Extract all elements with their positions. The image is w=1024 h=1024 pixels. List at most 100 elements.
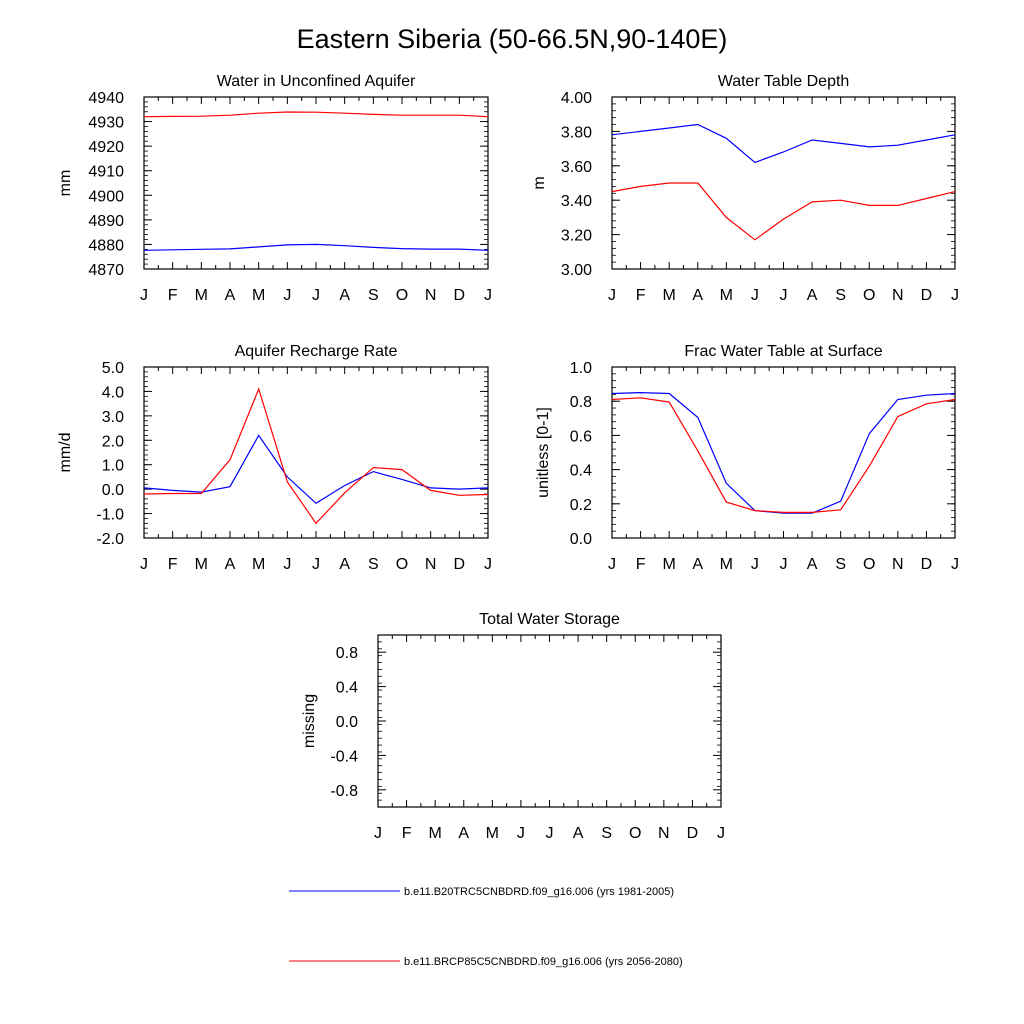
x-tick-label: A <box>807 556 818 573</box>
data-point <box>668 392 671 395</box>
data-point <box>668 126 671 129</box>
x-tick-label: A <box>807 287 818 304</box>
y-tick-label: 0.0 <box>102 482 124 499</box>
x-tick-label: N <box>892 287 904 304</box>
data-point <box>458 247 461 250</box>
y-tick-label: 3.20 <box>561 228 592 245</box>
panel-title: Water in Unconfined Aquifer <box>217 73 416 90</box>
y-tick-label: 4870 <box>88 262 124 279</box>
data-point <box>458 488 461 491</box>
data-point <box>782 511 785 514</box>
panel-title: Aquifer Recharge Rate <box>235 343 398 360</box>
data-point <box>343 112 346 115</box>
x-tick-label: J <box>484 287 492 304</box>
data-point <box>486 486 489 489</box>
data-point <box>668 400 671 403</box>
data-point <box>486 493 489 496</box>
data-point <box>142 115 145 118</box>
y-tick-label: 3.00 <box>561 262 592 279</box>
x-tick-label: S <box>601 825 612 842</box>
data-point <box>400 478 403 481</box>
data-point <box>953 392 956 395</box>
data-point <box>725 482 728 485</box>
data-point <box>868 432 871 435</box>
y-tick-label: 2.0 <box>102 433 124 450</box>
x-tick-label: M <box>720 287 733 304</box>
data-point <box>228 485 231 488</box>
y-tick-label: 0.4 <box>336 680 358 697</box>
data-point <box>925 197 928 200</box>
data-point <box>868 465 871 468</box>
figure-title: Eastern Siberia (50-66.5N,90-140E) <box>297 24 728 54</box>
y-tick-label: -0.4 <box>330 748 358 765</box>
x-tick-label: M <box>429 825 442 842</box>
data-point <box>839 500 842 503</box>
data-point <box>810 200 813 203</box>
data-point <box>200 492 203 495</box>
data-point <box>257 434 260 437</box>
data-point <box>458 494 461 497</box>
y-tick-label: 4880 <box>88 237 124 254</box>
data-point <box>372 246 375 249</box>
x-tick-label: M <box>486 825 499 842</box>
x-tick-label: S <box>835 556 846 573</box>
data-point <box>925 394 928 397</box>
data-point <box>753 509 756 512</box>
data-point <box>429 247 432 250</box>
x-tick-label: A <box>573 825 584 842</box>
data-point <box>696 181 699 184</box>
y-axis-label: mm/d <box>57 433 74 473</box>
x-tick-label: J <box>951 556 959 573</box>
y-tick-label: 0.4 <box>570 463 592 480</box>
data-point <box>810 511 813 514</box>
series-line-1 <box>143 243 489 251</box>
data-point <box>753 161 756 164</box>
legend-label: b.e11.BRCP85C5CNBDRD.f09_g16.006 (yrs 20… <box>404 956 683 968</box>
x-tick-label: A <box>225 287 236 304</box>
panel-title: Total Water Storage <box>479 611 620 628</box>
x-tick-label: M <box>252 287 265 304</box>
data-point <box>782 150 785 153</box>
x-tick-label: F <box>402 825 412 842</box>
x-tick-label: A <box>458 825 469 842</box>
x-tick-label: J <box>780 556 788 573</box>
x-tick-label: O <box>863 287 875 304</box>
series-line-2 <box>143 387 489 525</box>
series-line-1 <box>611 391 956 514</box>
x-tick-label: N <box>658 825 670 842</box>
x-tick-label: M <box>252 556 265 573</box>
x-tick-label: O <box>396 287 408 304</box>
y-tick-label: 4910 <box>88 164 124 181</box>
y-tick-label: 4890 <box>88 213 124 230</box>
data-point <box>868 204 871 207</box>
data-point <box>953 398 956 401</box>
x-tick-label: O <box>863 556 875 573</box>
plot-frame <box>611 96 956 270</box>
x-tick-label: F <box>168 287 178 304</box>
data-point <box>343 491 346 494</box>
data-point <box>486 249 489 252</box>
data-point <box>839 199 842 202</box>
data-point <box>171 248 174 251</box>
data-point <box>171 115 174 118</box>
x-tick-label: J <box>751 556 759 573</box>
x-tick-label: S <box>368 287 379 304</box>
data-point <box>839 508 842 511</box>
data-point <box>725 137 728 140</box>
data-point <box>228 114 231 117</box>
panel-title: Water Table Depth <box>718 73 850 90</box>
y-tick-label: 4.0 <box>102 384 124 401</box>
x-tick-label: J <box>751 287 759 304</box>
data-point <box>896 144 899 147</box>
series-line-2 <box>611 397 956 514</box>
data-point <box>753 238 756 241</box>
data-point <box>200 248 203 251</box>
x-tick-label: J <box>951 287 959 304</box>
x-tick-label: J <box>283 287 291 304</box>
data-point <box>639 391 642 394</box>
x-tick-label: A <box>225 556 236 573</box>
